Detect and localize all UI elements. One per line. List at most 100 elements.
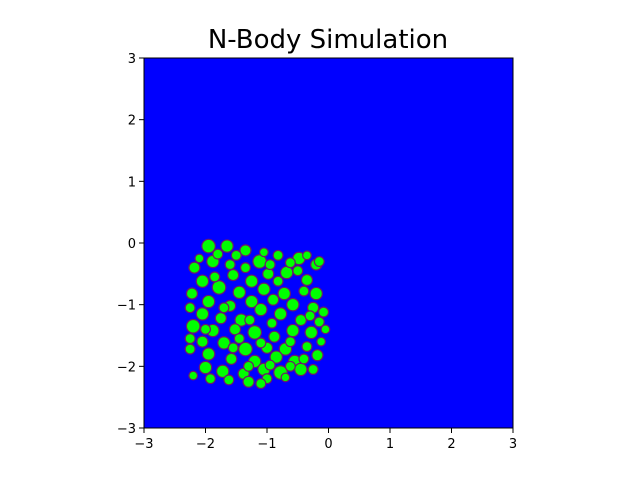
particle-point [217, 336, 231, 350]
particle-point [244, 314, 256, 326]
y-tick-label: −1 [117, 299, 136, 314]
particle-point [264, 359, 276, 371]
x-tick-label: 2 [447, 437, 455, 452]
y-tick-label: 0 [128, 237, 136, 252]
particle-point [201, 347, 216, 361]
particle-point [215, 364, 230, 379]
particle-point [259, 247, 269, 258]
particle-point [277, 286, 291, 301]
particle-point [232, 285, 247, 300]
chart-title: N-Body Simulation [208, 25, 448, 55]
x-tick-label: −2 [196, 437, 215, 452]
x-tick-label: 0 [324, 437, 332, 452]
particle-point [233, 333, 245, 345]
x-tick-label: 3 [509, 437, 517, 452]
particle-point [184, 343, 196, 355]
particle-point [201, 238, 216, 254]
particle-point [318, 306, 330, 318]
particle-point [201, 294, 216, 309]
particle-point [266, 317, 278, 329]
particle-point [223, 374, 235, 386]
particle-point [320, 324, 331, 335]
particle-point [313, 316, 325, 328]
particle-point [262, 267, 275, 280]
particle-point [273, 307, 288, 321]
particle-point [300, 273, 314, 287]
particle-point [298, 285, 310, 297]
particle-point [272, 275, 284, 287]
particle-point [225, 352, 238, 366]
particle-point [316, 336, 327, 347]
y-axis: −3 −2 −1 0 1 2 3 [117, 52, 144, 437]
particle-point [247, 325, 263, 340]
particle-point [286, 297, 300, 312]
particle-point [185, 287, 199, 300]
particle-point [284, 360, 296, 372]
particle-point [188, 261, 201, 274]
particle-point [224, 259, 236, 271]
particle-point [269, 350, 283, 364]
particle-point [301, 341, 313, 353]
particle-point [239, 262, 251, 274]
particle-point [227, 268, 240, 282]
particle-point [307, 363, 319, 375]
x-tick-label: −3 [134, 437, 153, 452]
particle-point [279, 265, 294, 280]
x-tick-label: −1 [257, 437, 276, 452]
particle-point [227, 342, 239, 354]
x-axis: −3 −2 −1 0 1 2 3 [134, 428, 517, 452]
particle-point [198, 360, 213, 375]
particles-layer [184, 238, 331, 390]
particle-point [188, 370, 199, 381]
particle-point [242, 375, 255, 388]
particle-point [194, 253, 205, 264]
particle-point [286, 323, 300, 338]
particle-point [184, 333, 196, 345]
particle-point [244, 294, 259, 309]
particle-point [244, 274, 259, 288]
y-tick-label: 1 [128, 175, 136, 190]
particle-point [311, 349, 324, 362]
particle-point [185, 318, 201, 334]
particle-point [184, 302, 196, 314]
particle-point [212, 248, 224, 260]
y-tick-label: 2 [128, 114, 136, 129]
particle-point [209, 271, 221, 283]
particle-point [313, 255, 325, 268]
particle-point [230, 249, 242, 261]
particle-point [304, 325, 319, 340]
particle-point [284, 257, 296, 269]
particle-point [238, 341, 253, 357]
particle-point [196, 335, 209, 348]
y-tick-label: 3 [128, 52, 136, 67]
particle-point [264, 259, 276, 271]
particle-point [302, 250, 312, 261]
particle-point [257, 282, 271, 297]
particle-point [195, 307, 210, 321]
x-tick-label: 1 [386, 437, 394, 452]
particle-point [218, 302, 230, 314]
y-tick-label: −3 [117, 422, 136, 437]
particle-point [298, 353, 310, 365]
particle-point [195, 274, 210, 288]
particle-point [199, 323, 212, 335]
particle-point [272, 249, 284, 261]
particle-point [255, 337, 267, 349]
particle-point [239, 244, 252, 257]
particle-point [304, 310, 316, 322]
particle-point [268, 330, 281, 343]
particle-point [255, 378, 267, 390]
particle-point [267, 293, 280, 306]
particle-point [309, 286, 323, 301]
particle-point [292, 265, 304, 277]
particle-point [228, 323, 242, 336]
particle-point [211, 280, 227, 295]
particle-point [220, 239, 234, 253]
particle-point [243, 360, 255, 372]
particle-point [294, 362, 308, 377]
particle-point [204, 373, 216, 385]
particle-point [280, 372, 291, 383]
particle-point [254, 302, 268, 317]
plot-background [144, 58, 513, 428]
